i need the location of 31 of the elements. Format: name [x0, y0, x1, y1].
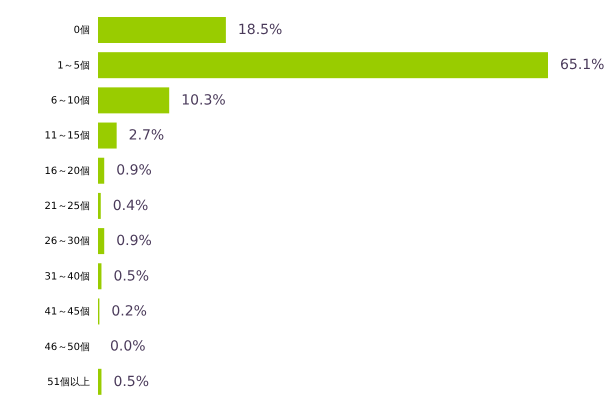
y-tick-label: 51個以上	[47, 376, 90, 388]
bar	[98, 17, 226, 43]
data-label: 10.3%	[181, 92, 226, 108]
data-label: 0.9%	[116, 162, 152, 179]
y-tick-label: 26～30個	[44, 236, 90, 248]
y-tick-label: 0個	[74, 25, 90, 36]
y-tick-label: 31～40個	[44, 271, 90, 282]
data-label: 0.9%	[116, 233, 152, 250]
bar	[98, 87, 170, 114]
y-tick-label: 41～45個	[44, 306, 90, 318]
data-label: 0.2%	[111, 303, 147, 320]
data-label: 65.1%	[560, 57, 604, 74]
y-tick-label: 1～5個	[57, 60, 90, 72]
y-tick-label: 21～25個	[44, 201, 90, 212]
y-tick-label: 6～10個	[50, 96, 90, 107]
data-label: 2.7%	[128, 128, 164, 144]
data-label: 0.5%	[113, 268, 150, 284]
bar	[98, 368, 102, 395]
bar	[98, 122, 117, 149]
bar	[98, 192, 101, 219]
bar	[98, 52, 548, 78]
bar	[98, 263, 102, 290]
data-label: 0.4%	[112, 198, 148, 214]
bar	[98, 158, 104, 184]
data-label: 18.5%	[238, 22, 282, 38]
bar	[98, 228, 104, 254]
y-tick-label: 46～50個	[44, 342, 90, 353]
data-label: 0.0%	[110, 338, 146, 355]
y-tick-label: 16～20個	[44, 166, 90, 177]
y-tick-label: 11～15個	[44, 130, 90, 142]
data-label: 0.5%	[113, 374, 150, 390]
